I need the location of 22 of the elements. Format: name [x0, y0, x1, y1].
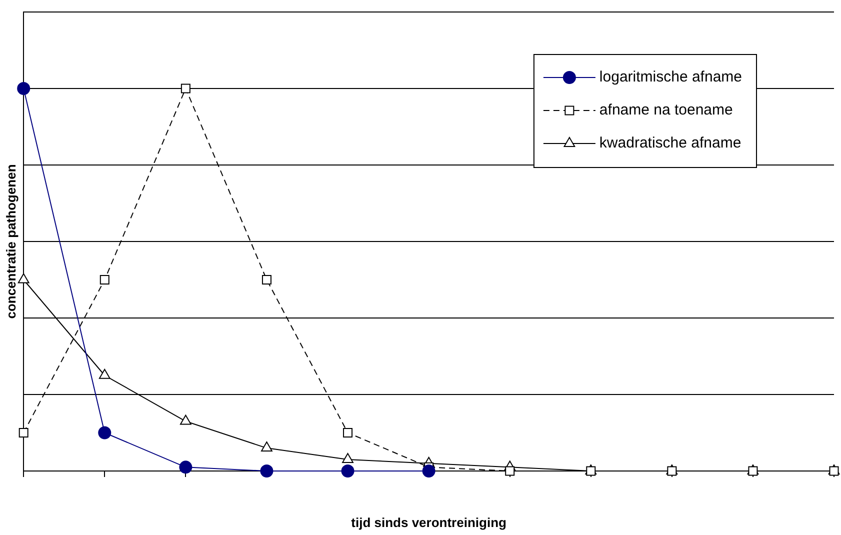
- y-axis-title: concentratie pathogenen: [3, 164, 18, 319]
- point: [260, 464, 274, 478]
- point: [180, 84, 190, 94]
- point: [98, 368, 110, 379]
- legend-label: afname na toename: [599, 102, 733, 119]
- x-axis-title: tijd sinds verontreiniging: [351, 514, 506, 530]
- point: [18, 273, 30, 284]
- point: [422, 464, 436, 478]
- point: [262, 275, 272, 284]
- point: [341, 464, 354, 478]
- point: [179, 460, 192, 474]
- legend-label: kwadratische afname: [599, 134, 742, 152]
- point: [18, 428, 28, 438]
- point: [180, 414, 192, 425]
- point: [342, 453, 354, 464]
- point: [505, 466, 515, 476]
- point: [100, 275, 110, 284]
- legend-label: logaritmische afname: [599, 68, 742, 86]
- point: [343, 428, 353, 438]
- point: [17, 82, 30, 95]
- point: [98, 426, 112, 440]
- point: [261, 442, 272, 452]
